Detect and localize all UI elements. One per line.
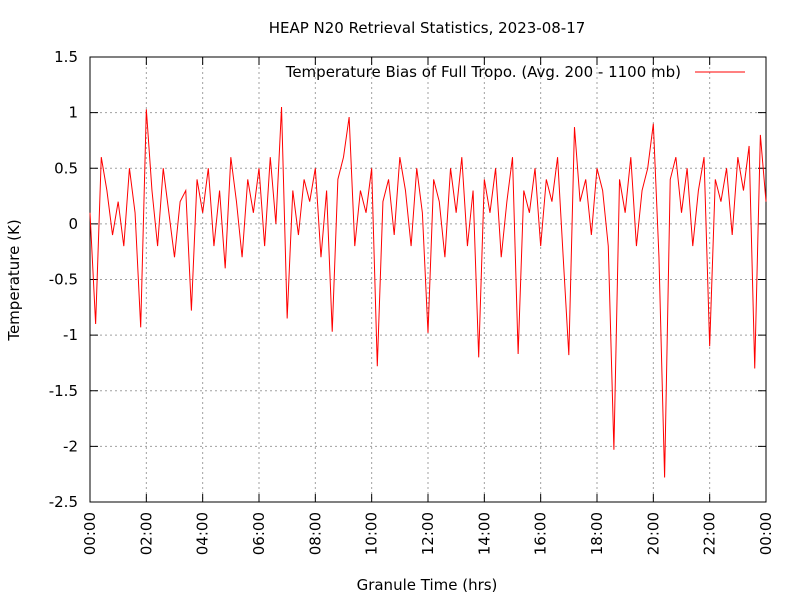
y-tick-label: -1.5 — [49, 382, 78, 400]
x-tick-label: 22:00 — [701, 512, 719, 555]
y-tick-label: 1.5 — [54, 48, 78, 66]
x-tick-label: 02:00 — [137, 512, 155, 555]
y-tick-label: 0 — [68, 215, 78, 233]
legend-label: Temperature Bias of Full Tropo. (Avg. 20… — [285, 63, 681, 81]
y-tick-label: -2.5 — [49, 493, 78, 511]
y-tick-label: -0.5 — [49, 271, 78, 289]
x-tick-label: 10:00 — [363, 512, 381, 555]
x-tick-label: 04:00 — [194, 512, 212, 555]
x-tick-label: 16:00 — [532, 512, 550, 555]
y-axis-label: Temperature (K) — [5, 219, 23, 341]
plot-border — [89, 56, 767, 503]
x-tick-label: 06:00 — [250, 512, 268, 555]
y-tick-label: -2 — [63, 437, 78, 455]
x-tick-label: 14:00 — [475, 512, 493, 555]
x-tick-label: 20:00 — [644, 512, 662, 555]
chart-title: HEAP N20 Retrieval Statistics, 2023-08-1… — [269, 19, 586, 37]
y-tick-label: -1 — [63, 326, 78, 344]
y-tick-label: 1 — [68, 104, 78, 122]
y-tick-label: 0.5 — [54, 159, 78, 177]
x-axis-label: Granule Time (hrs) — [357, 576, 498, 594]
x-tick-label: 00:00 — [81, 512, 99, 555]
data-line — [89, 107, 767, 478]
x-tick-label: 08:00 — [306, 512, 324, 555]
x-tick-label: 12:00 — [419, 512, 437, 555]
x-tick-label: 00:00 — [757, 512, 775, 555]
x-tick-label: 18:00 — [588, 512, 606, 555]
